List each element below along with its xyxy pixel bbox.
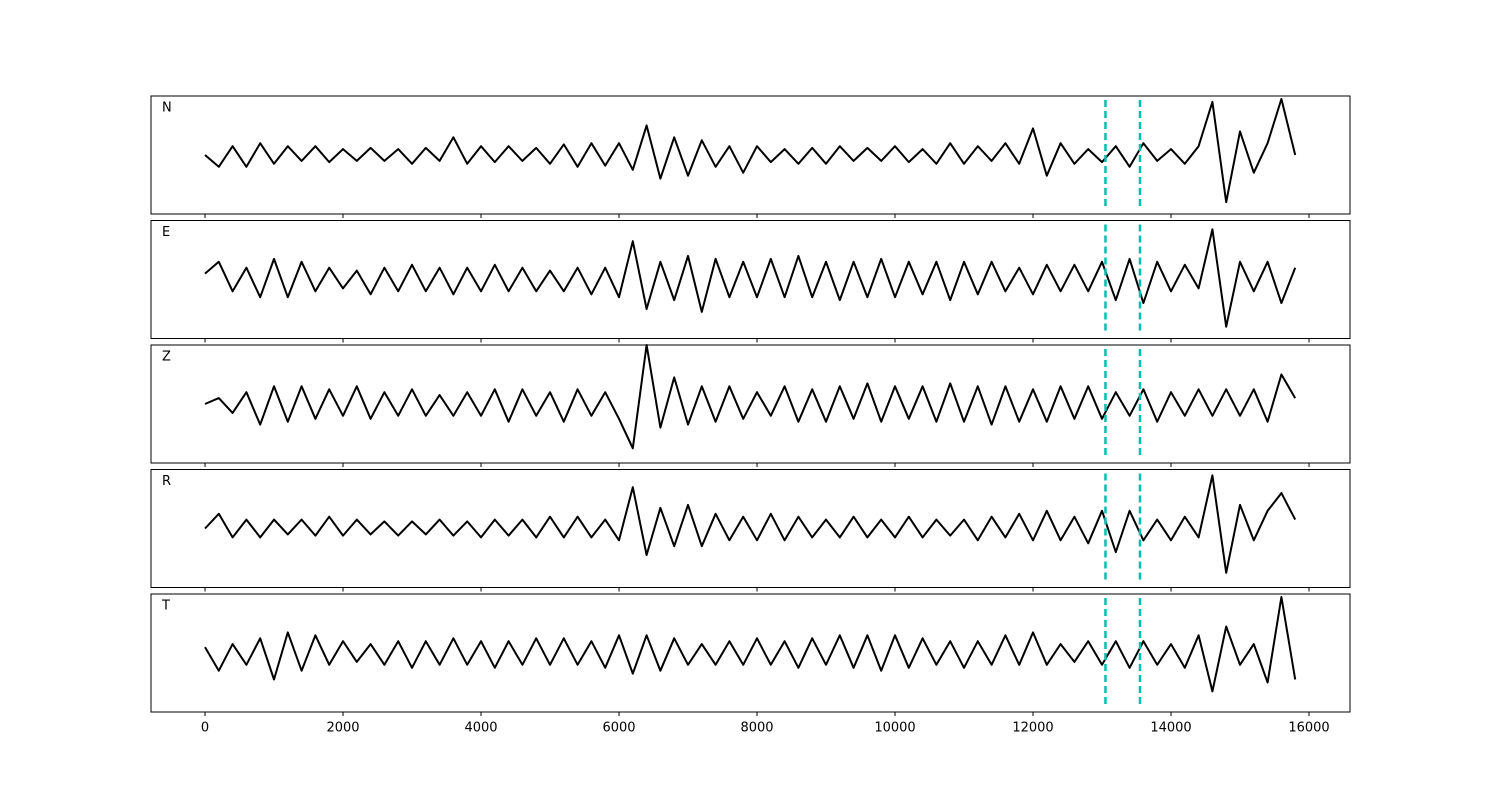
panel-label: T <box>161 599 170 614</box>
x-tick-label: 0 <box>201 721 209 736</box>
x-tick-label: 12000 <box>1012 721 1053 736</box>
panel-frame <box>150 95 1351 215</box>
x-tick-label: 6000 <box>602 721 635 736</box>
x-tick-label: 2000 <box>326 721 359 736</box>
panel-label: Z <box>162 350 171 365</box>
x-tick-label: 16000 <box>1288 721 1329 736</box>
x-tick-label: 4000 <box>464 721 497 736</box>
waveform <box>204 228 1297 328</box>
x-tick-label: 10000 <box>874 721 915 736</box>
panel-frame <box>150 593 1351 713</box>
waveform <box>204 98 1297 204</box>
panel-label: E <box>162 225 170 240</box>
panel-label: R <box>162 474 171 489</box>
x-tick-label: 8000 <box>740 721 773 736</box>
waveform <box>204 474 1297 574</box>
waveform <box>204 344 1297 450</box>
waveform <box>204 596 1297 693</box>
x-tick-label: 14000 <box>1150 721 1191 736</box>
panel-label: N <box>162 101 172 116</box>
